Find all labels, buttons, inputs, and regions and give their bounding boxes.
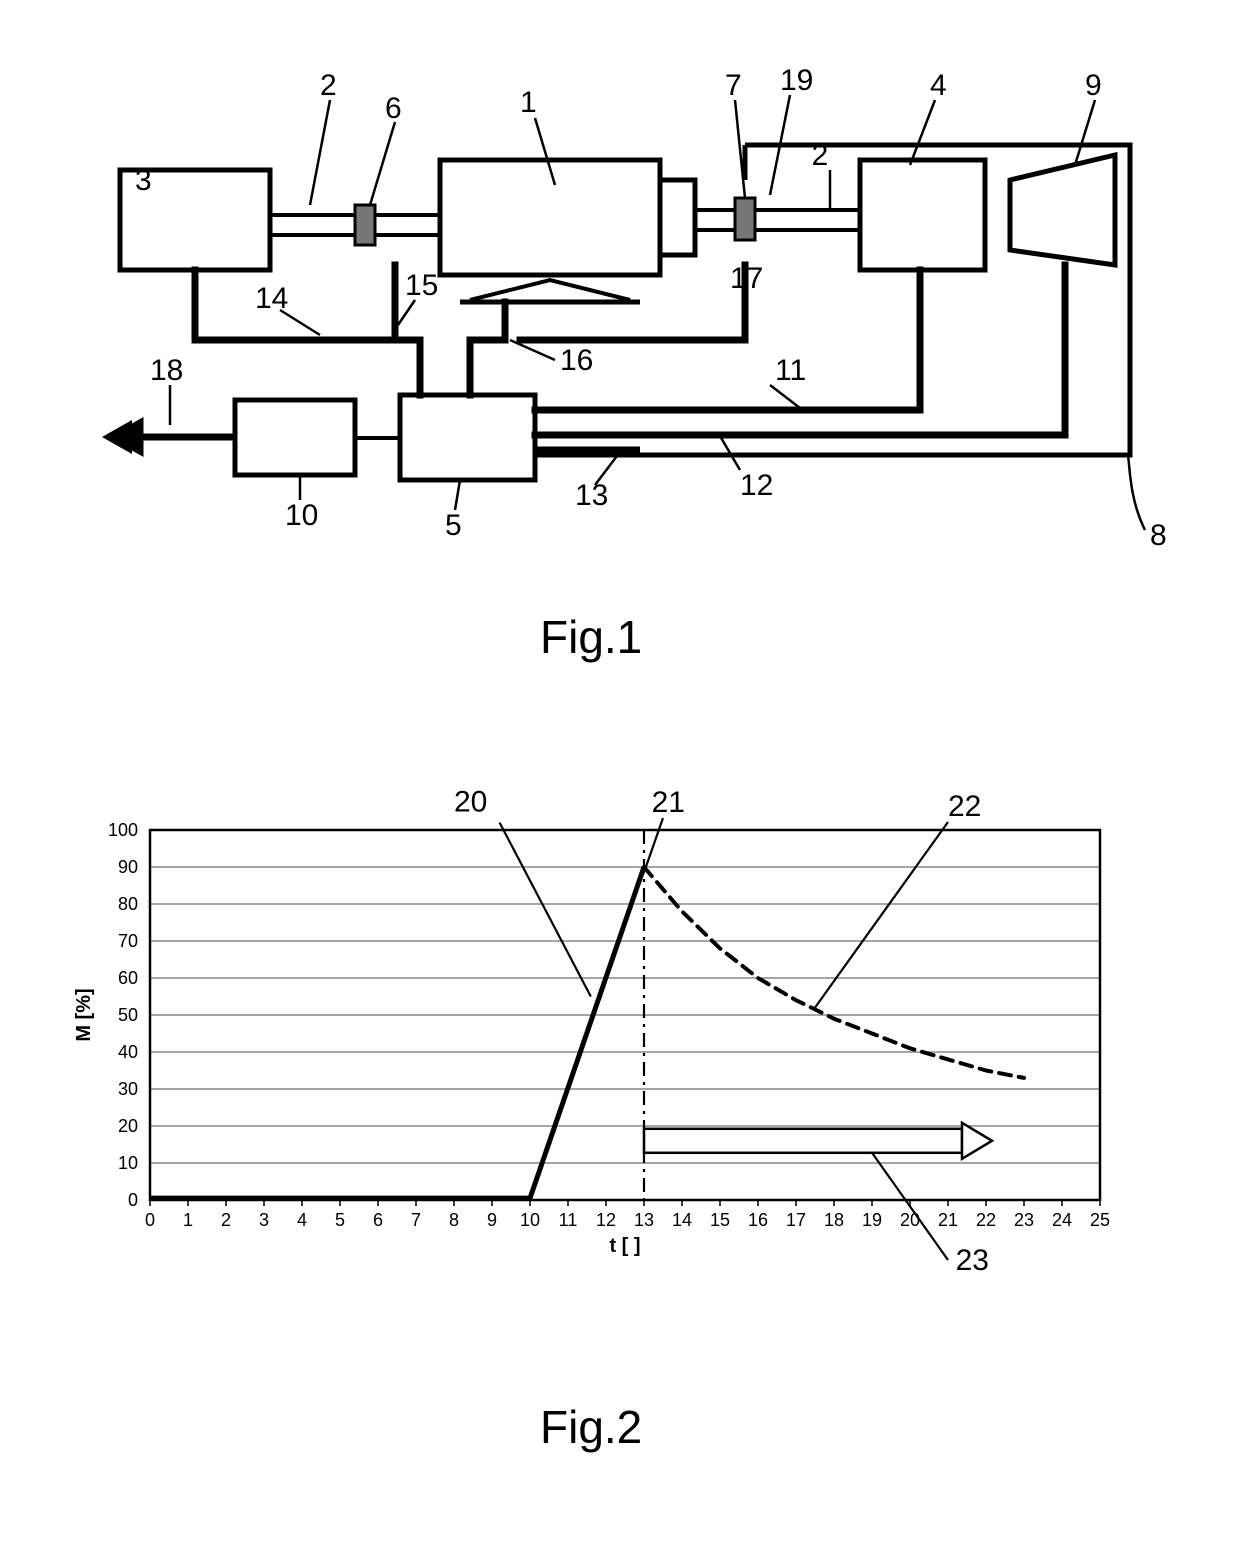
svg-text:20: 20 <box>118 1116 138 1136</box>
svg-text:23: 23 <box>956 1244 989 1277</box>
block-1-collar <box>660 180 695 255</box>
svg-text:1: 1 <box>183 1210 193 1230</box>
svg-text:100: 100 <box>108 820 138 840</box>
svg-text:t [ ]: t [ ] <box>609 1235 640 1257</box>
svg-text:10: 10 <box>118 1153 138 1173</box>
svg-text:23: 23 <box>1014 1210 1034 1230</box>
svg-text:80: 80 <box>118 894 138 914</box>
ref-4: 4 <box>930 69 947 102</box>
block-1 <box>440 160 660 275</box>
ref-2b: 2 <box>812 139 829 172</box>
ref-17: 17 <box>730 262 763 295</box>
svg-text:22: 22 <box>948 790 981 823</box>
svg-text:12: 12 <box>596 1210 616 1230</box>
ref-5: 5 <box>445 509 462 542</box>
svg-text:9: 9 <box>487 1210 497 1230</box>
svg-text:40: 40 <box>118 1042 138 1062</box>
svg-text:10: 10 <box>520 1210 540 1230</box>
ref-2a: 2 <box>320 69 337 102</box>
ref-12: 12 <box>740 469 773 502</box>
figure-2-chart: 0102030405060708090100012345678910111213… <box>0 770 1240 1330</box>
ref-15: 15 <box>405 269 438 302</box>
svg-text:6: 6 <box>373 1210 383 1230</box>
block-4 <box>860 160 985 270</box>
figure-1-diagram: 2 6 1 7 19 2 4 9 3 8 14 15 16 17 11 12 1… <box>0 40 1240 600</box>
svg-text:20: 20 <box>900 1210 920 1230</box>
coupler-6 <box>355 205 375 245</box>
svg-text:30: 30 <box>118 1079 138 1099</box>
figure-2-caption: Fig.2 <box>540 1400 642 1454</box>
svg-text:19: 19 <box>862 1210 882 1230</box>
ref-9: 9 <box>1085 69 1102 102</box>
ref-1: 1 <box>520 86 537 119</box>
ref-19: 19 <box>780 64 813 97</box>
svg-text:7: 7 <box>411 1210 421 1230</box>
svg-text:22: 22 <box>976 1210 996 1230</box>
ref-13: 13 <box>575 479 608 512</box>
svg-text:20: 20 <box>454 786 487 819</box>
arrow-18 <box>115 423 235 451</box>
svg-text:24: 24 <box>1052 1210 1072 1230</box>
svg-text:13: 13 <box>634 1210 654 1230</box>
ref-10: 10 <box>285 499 318 532</box>
svg-text:5: 5 <box>335 1210 345 1230</box>
svg-text:2: 2 <box>221 1210 231 1230</box>
ref-18: 18 <box>150 354 183 387</box>
block-5 <box>400 395 535 480</box>
ref-6: 6 <box>385 92 402 125</box>
svg-text:16: 16 <box>748 1210 768 1230</box>
svg-text:21: 21 <box>938 1210 958 1230</box>
ref-8: 8 <box>1150 519 1167 552</box>
svg-text:M [%]: M [%] <box>73 988 95 1041</box>
svg-text:60: 60 <box>118 968 138 988</box>
svg-text:4: 4 <box>297 1210 307 1230</box>
ref-14: 14 <box>255 282 288 315</box>
ref-11: 11 <box>775 354 806 387</box>
svg-text:11: 11 <box>559 1210 578 1230</box>
block-10 <box>235 400 355 475</box>
svg-text:3: 3 <box>259 1210 269 1230</box>
svg-text:70: 70 <box>118 931 138 951</box>
ref-7: 7 <box>725 69 742 102</box>
svg-text:25: 25 <box>1090 1210 1110 1230</box>
svg-text:50: 50 <box>118 1005 138 1025</box>
svg-text:8: 8 <box>449 1210 459 1230</box>
svg-text:18: 18 <box>824 1210 844 1230</box>
ref-3: 3 <box>135 164 152 197</box>
block-9 <box>1010 155 1115 265</box>
svg-text:0: 0 <box>128 1190 138 1210</box>
svg-text:14: 14 <box>672 1210 692 1230</box>
svg-text:15: 15 <box>710 1210 730 1230</box>
coupler-7 <box>735 198 755 240</box>
figure-1-caption: Fig.1 <box>540 610 642 664</box>
svg-text:21: 21 <box>652 786 685 819</box>
block-1-base <box>470 280 630 300</box>
ref-16: 16 <box>560 344 593 377</box>
svg-text:17: 17 <box>786 1210 806 1230</box>
svg-text:0: 0 <box>145 1210 155 1230</box>
svg-text:90: 90 <box>118 857 138 877</box>
